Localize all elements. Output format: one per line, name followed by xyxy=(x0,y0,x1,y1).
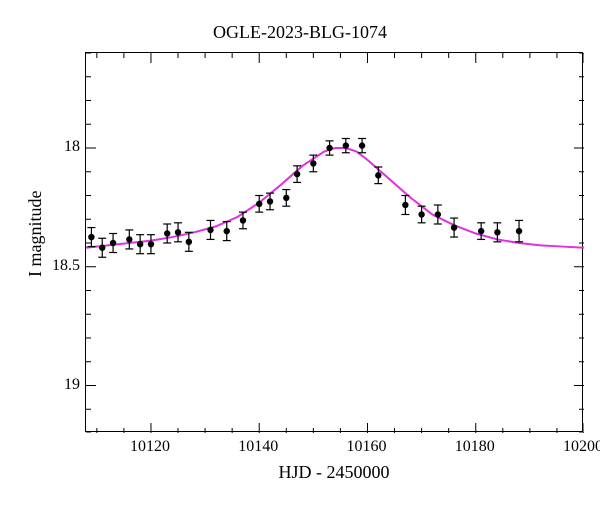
x-tick-label: 10200 xyxy=(563,438,600,456)
data-point xyxy=(88,234,94,240)
data-point xyxy=(359,142,365,148)
data-point xyxy=(186,239,192,245)
y-tick-label: 18.5 xyxy=(40,257,80,275)
data-point xyxy=(224,228,230,234)
data-point xyxy=(148,241,154,247)
data-point xyxy=(283,195,289,201)
data-point xyxy=(126,236,132,242)
x-axis-label: HJD - 2450000 xyxy=(85,462,583,483)
model-curve xyxy=(86,148,584,248)
y-tick-label: 18 xyxy=(40,138,80,156)
data-point xyxy=(478,228,484,234)
x-tick-label: 10180 xyxy=(455,438,495,456)
x-tick-label: 10140 xyxy=(238,438,278,456)
data-point xyxy=(110,240,116,246)
data-point xyxy=(418,211,424,217)
data-point xyxy=(99,245,105,251)
data-point xyxy=(402,202,408,208)
plot-area xyxy=(85,52,583,432)
x-tick-label: 10160 xyxy=(346,438,386,456)
chart-title: OGLE-2023-BLG-1074 xyxy=(0,22,600,43)
data-point xyxy=(137,241,143,247)
data-point xyxy=(207,227,213,233)
data-point xyxy=(240,217,246,223)
data-point xyxy=(435,211,441,217)
data-point xyxy=(310,160,316,166)
data-point xyxy=(294,171,300,177)
data-point xyxy=(343,142,349,148)
data-point xyxy=(164,230,170,236)
x-tick-label: 10120 xyxy=(130,438,170,456)
lightcurve-chart: OGLE-2023-BLG-1074 I magnitude HJD - 245… xyxy=(0,0,600,512)
data-point xyxy=(494,229,500,235)
data-point xyxy=(451,224,457,230)
y-tick-label: 19 xyxy=(40,376,80,394)
data-point xyxy=(256,201,262,207)
data-point xyxy=(326,145,332,151)
data-point xyxy=(175,229,181,235)
plot-svg xyxy=(86,53,584,433)
data-point xyxy=(267,198,273,204)
data-point xyxy=(516,228,522,234)
data-point xyxy=(375,172,381,178)
